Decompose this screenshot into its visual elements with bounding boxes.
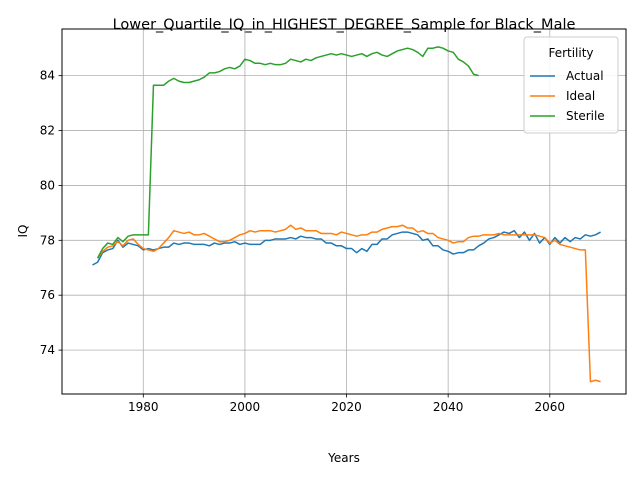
x-tick-label: 1980 <box>128 400 159 414</box>
x-tick-label: 2060 <box>535 400 566 414</box>
y-tick-label: 82 <box>40 124 55 138</box>
y-tick-label: 80 <box>40 178 55 192</box>
legend-box <box>523 36 619 134</box>
chart-title: Lower_Quartile_IQ_in_HIGHEST_DEGREE_Samp… <box>113 17 576 33</box>
y-tick-label: 84 <box>40 69 55 83</box>
plot-frame <box>61 28 627 395</box>
series-lines <box>92 46 601 383</box>
x-axis-ticks: 1980 2000 2020 2040 2060 <box>128 394 565 414</box>
legend-title: Fertility <box>548 46 593 60</box>
y-tick-label: 74 <box>40 343 55 357</box>
series-line-actual <box>92 229 601 266</box>
legend-label-actual: Actual <box>566 69 604 83</box>
y-tick-label: 76 <box>40 288 55 302</box>
x-tick-label: 2000 <box>230 400 261 414</box>
series-line-sterile <box>96 46 479 259</box>
y-axis-label: IQ <box>16 225 30 238</box>
legend-label-sterile: Sterile <box>566 109 605 123</box>
x-axis-label: Years <box>327 451 360 465</box>
y-axis-ticks: 74 76 78 80 82 84 <box>40 69 62 357</box>
series-line-ideal <box>96 224 601 383</box>
x-tick-label: 2020 <box>331 400 362 414</box>
legend: Fertility Actual Ideal Sterile <box>523 36 619 134</box>
y-tick-label: 78 <box>40 233 55 247</box>
legend-label-ideal: Ideal <box>566 89 595 103</box>
x-tick-label: 2040 <box>433 400 464 414</box>
